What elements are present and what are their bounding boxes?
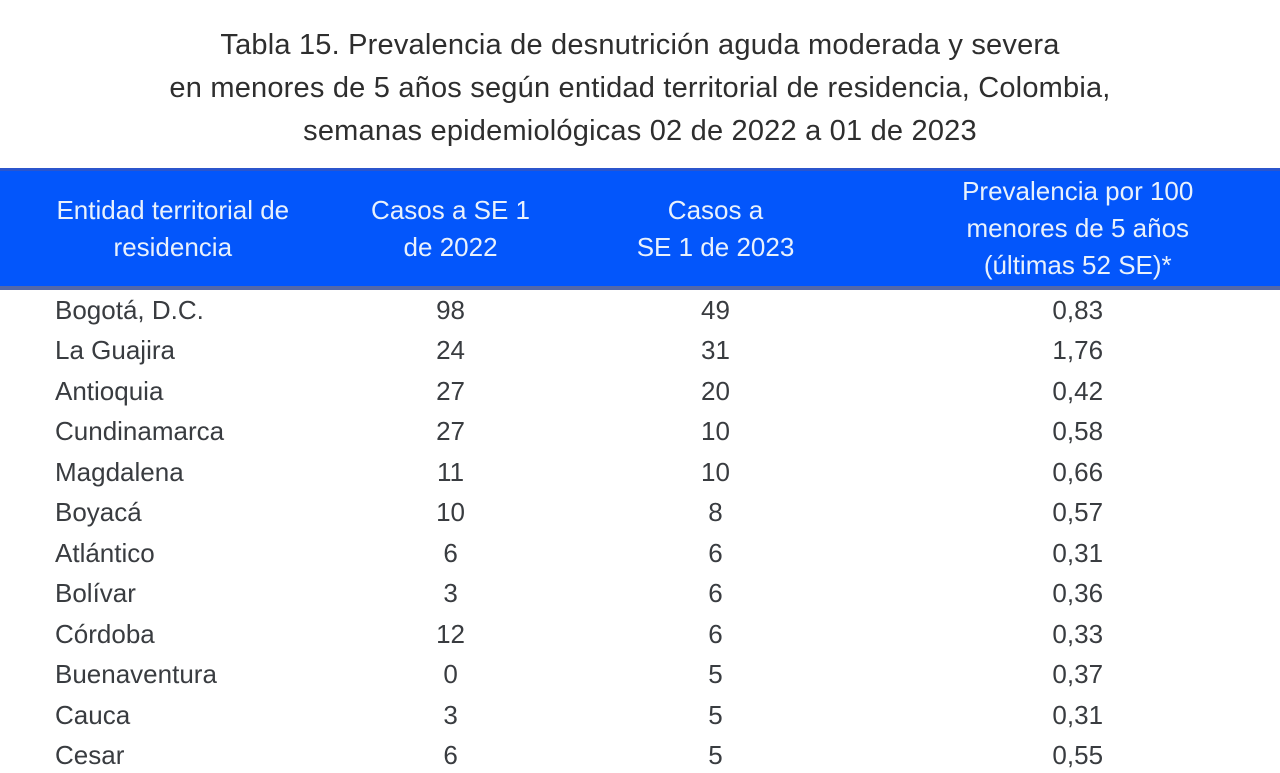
cell-prevalence: 0,36 bbox=[1052, 578, 1104, 609]
header-entity-line1: Entidad territorial de bbox=[56, 194, 290, 225]
cell-entity: Antioquia bbox=[55, 375, 164, 406]
table-row: Atlántico 6 6 0,31 bbox=[0, 533, 1280, 574]
cell-cases-2023: 5 bbox=[708, 659, 723, 690]
header-entity: Entidad territorial de residencia bbox=[0, 190, 346, 268]
cell-prevalence: 0,83 bbox=[1052, 294, 1104, 325]
cell-cases-2023: 10 bbox=[701, 416, 730, 447]
header-cases-2023: Casos a SE 1 de 2023 bbox=[556, 190, 876, 268]
table-title: Tabla 15. Prevalencia de desnutrición ag… bbox=[0, 24, 1280, 153]
table-row: Cesar 6 5 0,55 bbox=[0, 736, 1280, 773]
cell-prevalence: 0,58 bbox=[1052, 416, 1104, 447]
cell-prevalence: 0,37 bbox=[1052, 659, 1104, 690]
cell-cases-2022: 3 bbox=[443, 578, 458, 609]
cell-cases-2022: 27 bbox=[436, 416, 465, 447]
cell-entity: Cesar bbox=[55, 740, 125, 771]
header-prevalence: Prevalencia por 100 menores de 5 años (ú… bbox=[876, 171, 1280, 286]
cell-cases-2022: 12 bbox=[436, 618, 465, 649]
header-prevalence-line1: Prevalencia por 100 bbox=[962, 176, 1194, 206]
cell-cases-2022: 10 bbox=[436, 497, 465, 528]
cell-cases-2022: 0 bbox=[443, 659, 458, 690]
table-header-row: Entidad territorial de residencia Casos … bbox=[0, 168, 1280, 290]
cell-prevalence: 0,31 bbox=[1052, 537, 1104, 568]
table-row: Córdoba 12 6 0,33 bbox=[0, 614, 1280, 655]
cell-cases-2023: 6 bbox=[708, 618, 723, 649]
cell-prevalence: 0,57 bbox=[1052, 497, 1104, 528]
cell-cases-2023: 5 bbox=[708, 740, 723, 771]
cell-cases-2023: 31 bbox=[701, 335, 730, 366]
cell-cases-2023: 49 bbox=[701, 294, 730, 325]
cell-cases-2022: 11 bbox=[437, 456, 465, 487]
table-row: Bolívar 3 6 0,36 bbox=[0, 574, 1280, 615]
cell-prevalence: 0,33 bbox=[1052, 618, 1104, 649]
header-cases-2023-line2: SE 1 de 2023 bbox=[636, 231, 795, 262]
cell-entity: Córdoba bbox=[55, 618, 155, 649]
cell-prevalence: 0,55 bbox=[1052, 740, 1104, 771]
cell-cases-2023: 8 bbox=[708, 497, 723, 528]
table-title-line3: semanas epidemiológicas 02 de 2022 a 01 … bbox=[303, 115, 977, 147]
table-row: La Guajira 24 31 1,76 bbox=[0, 331, 1280, 372]
cell-prevalence: 0,31 bbox=[1052, 699, 1104, 730]
table-row: Buenaventura 0 5 0,37 bbox=[0, 655, 1280, 696]
cell-cases-2022: 24 bbox=[436, 335, 465, 366]
header-cases-2022-line2: de 2022 bbox=[403, 231, 498, 262]
table-title-line1: Tabla 15. Prevalencia de desnutrición ag… bbox=[220, 29, 1060, 61]
table-row: Bogotá, D.C. 98 49 0,83 bbox=[0, 290, 1280, 331]
cell-entity: Atlántico bbox=[55, 537, 155, 568]
header-cases-2023-line1: Casos a bbox=[667, 194, 764, 225]
cell-entity: Magdalena bbox=[55, 456, 184, 487]
cell-cases-2023: 10 bbox=[701, 456, 730, 487]
cell-prevalence: 1,76 bbox=[1052, 335, 1104, 366]
table-row: Magdalena 11 10 0,66 bbox=[0, 452, 1280, 493]
table-title-line2: en menores de 5 años según entidad terri… bbox=[169, 72, 1111, 104]
table-body: Bogotá, D.C. 98 49 0,83 La Guajira 24 31… bbox=[0, 290, 1280, 773]
table-row: Antioquia 27 20 0,42 bbox=[0, 371, 1280, 412]
cell-prevalence: 0,42 bbox=[1052, 375, 1104, 406]
cell-entity: Boyacá bbox=[55, 497, 142, 528]
cell-prevalence: 0,66 bbox=[1052, 456, 1104, 487]
header-prevalence-line3: (últimas 52 SE)* bbox=[983, 250, 1172, 280]
cell-entity: Buenaventura bbox=[55, 659, 217, 690]
cell-entity: La Guajira bbox=[55, 335, 175, 366]
cell-cases-2022: 27 bbox=[436, 375, 465, 406]
cell-cases-2023: 6 bbox=[708, 537, 723, 568]
table-row: Boyacá 10 8 0,57 bbox=[0, 493, 1280, 534]
cell-cases-2022: 6 bbox=[443, 537, 458, 568]
header-cases-2022: Casos a SE 1 de 2022 bbox=[346, 190, 556, 268]
cell-cases-2022: 3 bbox=[443, 699, 458, 730]
header-prevalence-line2: menores de 5 años bbox=[966, 213, 1190, 243]
cell-cases-2023: 6 bbox=[708, 578, 723, 609]
cell-entity: Cauca bbox=[55, 699, 131, 730]
cell-cases-2022: 6 bbox=[443, 740, 458, 771]
header-cases-2022-line1: Casos a SE 1 bbox=[371, 194, 531, 225]
cell-cases-2023: 5 bbox=[708, 699, 723, 730]
cell-cases-2023: 20 bbox=[701, 375, 730, 406]
table-row: Cauca 3 5 0,31 bbox=[0, 695, 1280, 736]
header-entity-line2: residencia bbox=[113, 231, 233, 262]
results-table: Entidad territorial de residencia Casos … bbox=[0, 168, 1280, 773]
cell-entity: Bogotá, D.C. bbox=[55, 294, 204, 325]
cell-entity: Bolívar bbox=[55, 578, 136, 609]
table-row: Cundinamarca 27 10 0,58 bbox=[0, 412, 1280, 453]
cell-cases-2022: 98 bbox=[436, 294, 465, 325]
cell-entity: Cundinamarca bbox=[55, 416, 225, 447]
